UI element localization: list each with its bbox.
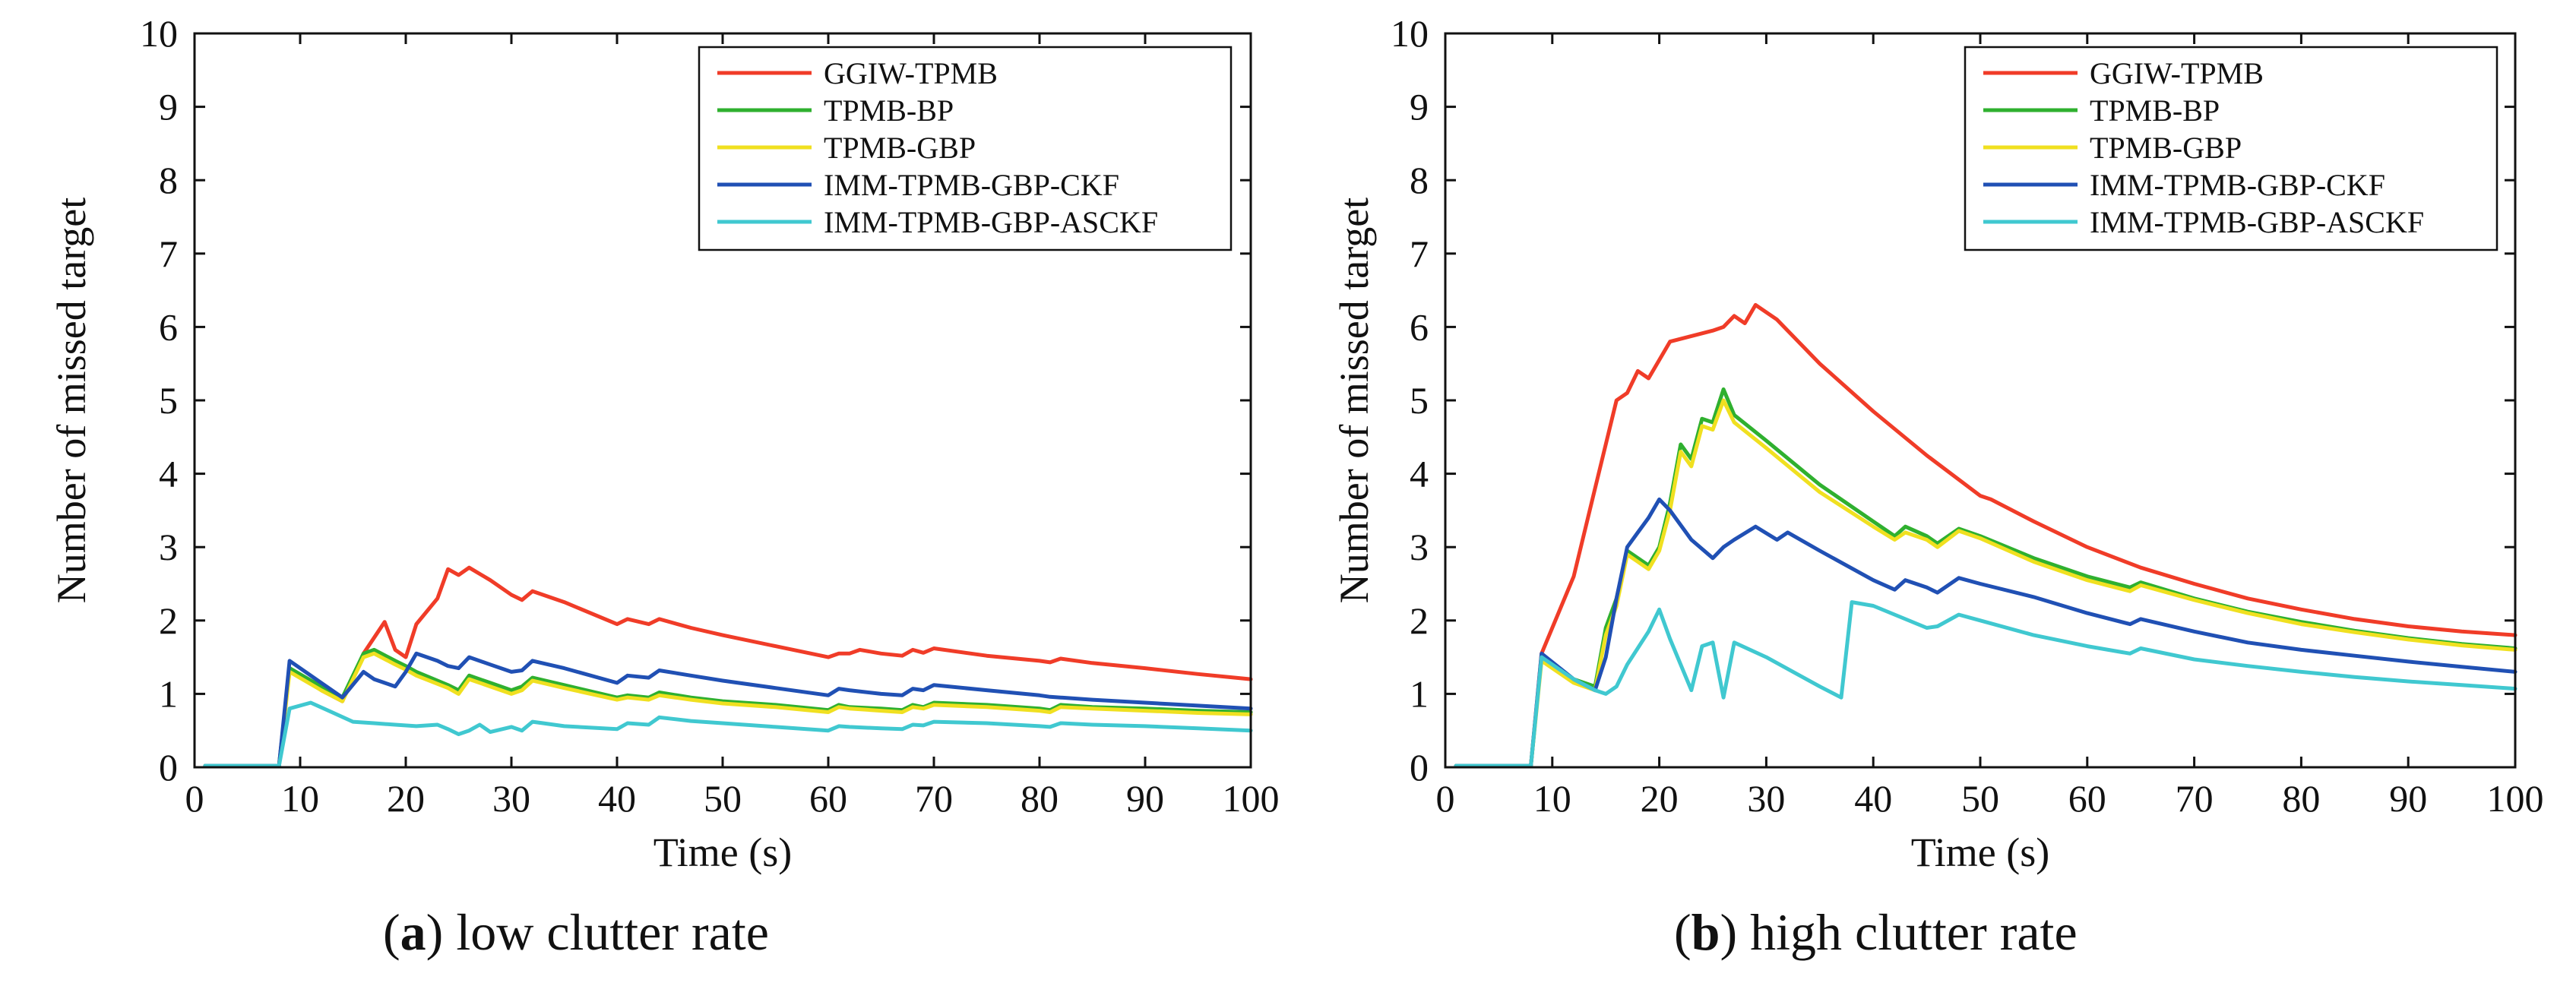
chart-a-y-tick-label: 7 [159, 232, 178, 275]
chart-b-legend-label-3: IMM-TPMB-GBP-CKF [2090, 168, 2385, 202]
chart-b-series-line-2 [1454, 398, 2517, 768]
chart-a-x-tick-label: 90 [1126, 777, 1164, 820]
chart-b-y-tick-label: 1 [1410, 672, 1429, 715]
chart-b-y-tick-label: 6 [1410, 305, 1429, 348]
chart-a-series-line-0 [203, 565, 1253, 768]
caption-a-text: low clutter rate [443, 903, 769, 961]
chart-b-x-axis-title: Time (s) [1911, 830, 2050, 875]
caption-b-letter: b [1691, 903, 1720, 961]
chart-a-y-tick-label: 4 [159, 453, 178, 495]
chart-a-x-tick-label: 10 [281, 777, 319, 820]
chart-a-legend-label-4: IMM-TPMB-GBP-ASCKF [824, 205, 1158, 239]
chart-b-x-tick-label: 50 [1961, 777, 1999, 820]
chart-b-series-line-3 [1454, 497, 2517, 768]
caption-a-letter: a [400, 903, 426, 961]
chart-a-legend-label-0: GGIW-TPMB [824, 56, 998, 90]
chart-b-x-tick-label: 100 [2487, 777, 2544, 820]
chart-b-x-tick-label: 30 [1747, 777, 1785, 820]
caption-b-text: high clutter rate [1737, 903, 2078, 961]
chart-a-x-tick-label: 40 [598, 777, 636, 820]
chart-b-series-line-4 [1454, 600, 2517, 768]
chart-b-legend-label-0: GGIW-TPMB [2090, 56, 2264, 90]
chart-a-legend-label-1: TPMB-BP [824, 93, 954, 128]
chart-a-y-tick-label: 8 [159, 159, 178, 201]
chart-b-y-tick-label: 5 [1410, 379, 1429, 422]
chart-b-y-tick-label: 9 [1410, 86, 1429, 128]
chart-a-y-axis-title: Number of missed target [49, 198, 94, 603]
chart-b-legend-label-4: IMM-TPMB-GBP-ASCKF [2090, 205, 2424, 239]
chart-b-legend-label-2: TPMB-GBP [2090, 131, 2242, 165]
chart-b-x-tick-label: 90 [2389, 777, 2427, 820]
chart-a-legend-label-2: TPMB-GBP [824, 131, 976, 165]
chart-a-y-tick-label: 2 [159, 599, 178, 642]
chart-a-y-tick-label: 3 [159, 526, 178, 568]
chart-a-series-line-1 [203, 647, 1253, 768]
caption-a: (a) low clutter rate [383, 903, 769, 961]
chart-b-x-tick-label: 0 [1436, 777, 1455, 820]
chart-a-x-axis-title: Time (s) [653, 830, 793, 875]
chart-a-y-tick-label: 9 [159, 86, 178, 128]
chart-b-y-tick-label: 8 [1410, 159, 1429, 201]
chart-b-y-tick-label: 0 [1410, 746, 1429, 789]
chart-a-x-tick-label: 20 [387, 777, 425, 820]
chart-a-y-tick-label: 5 [159, 379, 178, 422]
chart-a-y-tick-label: 10 [140, 12, 178, 55]
chart-b-legend-label-1: TPMB-BP [2090, 93, 2220, 128]
chart-a-y-tick-label: 1 [159, 672, 178, 715]
chart-a-x-tick-label: 0 [185, 777, 204, 820]
chart-a-series-line-4 [203, 700, 1253, 768]
chart-a-x-tick-label: 100 [1223, 777, 1280, 820]
chart-panel-b: 0 10 20 30 40 50 60 70 80 90 100 0 1 2 3 4 5 6 7 8 9 10 Time (… [1331, 12, 2544, 875]
chart-b-x-tick-label: 40 [1854, 777, 1892, 820]
chart-a-series-line-2 [203, 651, 1253, 768]
chart-a-x-tick-label: 50 [704, 777, 742, 820]
chart-a-x-tick-label: 80 [1021, 777, 1059, 820]
chart-a-series-line-3 [203, 651, 1253, 768]
chart-a-x-tick-label: 60 [809, 777, 847, 820]
chart-b-y-tick-label: 4 [1410, 453, 1429, 495]
chart-panel-a: 0 10 20 30 40 50 60 70 80 90 100 0 1 2 3 4 5 6 7 8 9 10 Time (… [49, 12, 1280, 875]
chart-b-x-tick-label: 80 [2282, 777, 2320, 820]
chart-b-y-tick-label: 2 [1410, 599, 1429, 642]
chart-a-y-tick-label: 0 [159, 746, 178, 789]
chart-b-x-tick-label: 20 [1641, 777, 1679, 820]
chart-b-y-tick-label: 7 [1410, 232, 1429, 275]
chart-b-x-tick-label: 70 [2176, 777, 2214, 820]
chart-b-y-tick-label: 10 [1391, 12, 1429, 55]
chart-a-y-tick-label: 6 [159, 305, 178, 348]
chart-b-y-tick-label: 3 [1410, 526, 1429, 568]
chart-a-legend-label-3: IMM-TPMB-GBP-CKF [824, 168, 1119, 202]
chart-b-series-line-0 [1454, 302, 2517, 768]
chart-b-x-tick-label: 10 [1533, 777, 1571, 820]
chart-a-x-tick-label: 30 [492, 777, 530, 820]
chart-b-series-line-1 [1454, 387, 2517, 768]
chart-b-y-axis-title: Number of missed target [1331, 198, 1377, 603]
caption-b: (b) high clutter rate [1674, 903, 2078, 961]
chart-a-x-tick-label: 70 [915, 777, 953, 820]
chart-b-x-tick-label: 60 [2068, 777, 2106, 820]
